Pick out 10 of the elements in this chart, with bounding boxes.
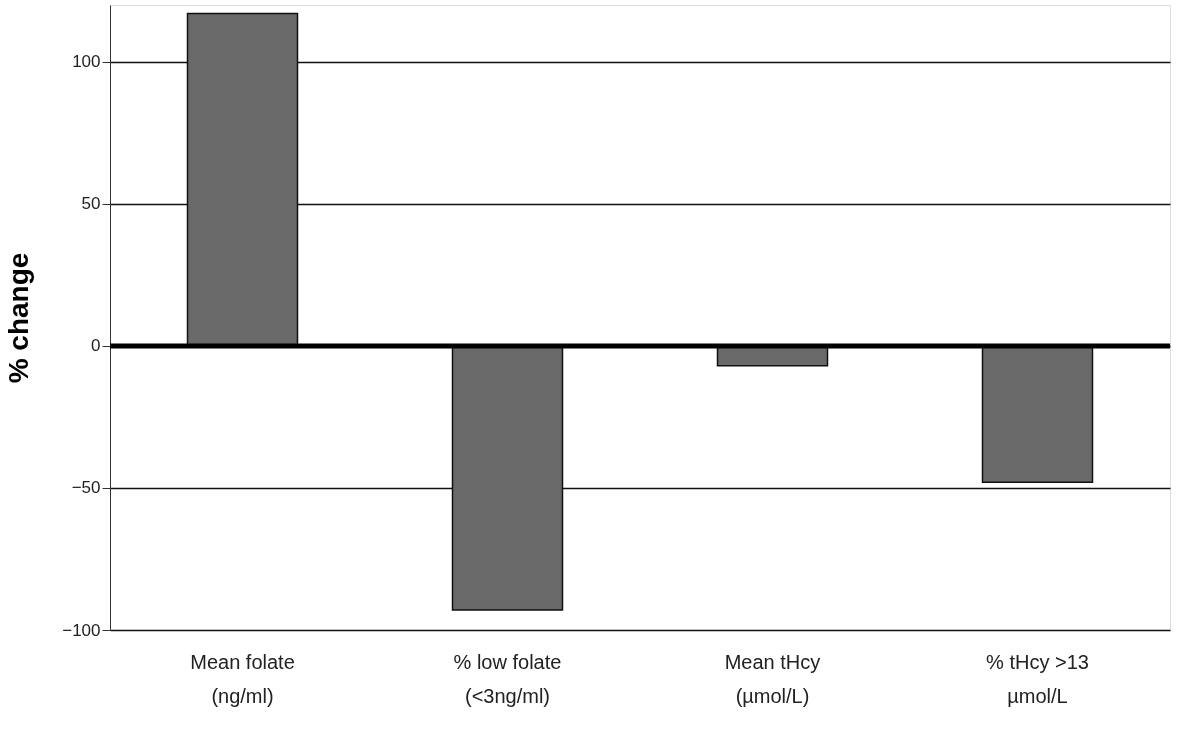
x-tick-label: % tHcy >13 µmol/L	[986, 650, 1089, 707]
y-tick-label: 50	[81, 194, 101, 214]
y-tick-label: 0	[91, 336, 101, 356]
x-tick-label: Mean tHcy (µmol/L)	[724, 650, 821, 707]
y-tick-label: −100	[62, 620, 101, 640]
x-tick-label: Mean folate (ng/ml)	[190, 650, 295, 707]
y-axis-title: % change	[3, 252, 35, 384]
x-tick-label: % low folate (<3ng/ml)	[453, 650, 562, 707]
y-tick-label: 100	[72, 52, 101, 72]
y-tick-label: −50	[71, 478, 101, 498]
